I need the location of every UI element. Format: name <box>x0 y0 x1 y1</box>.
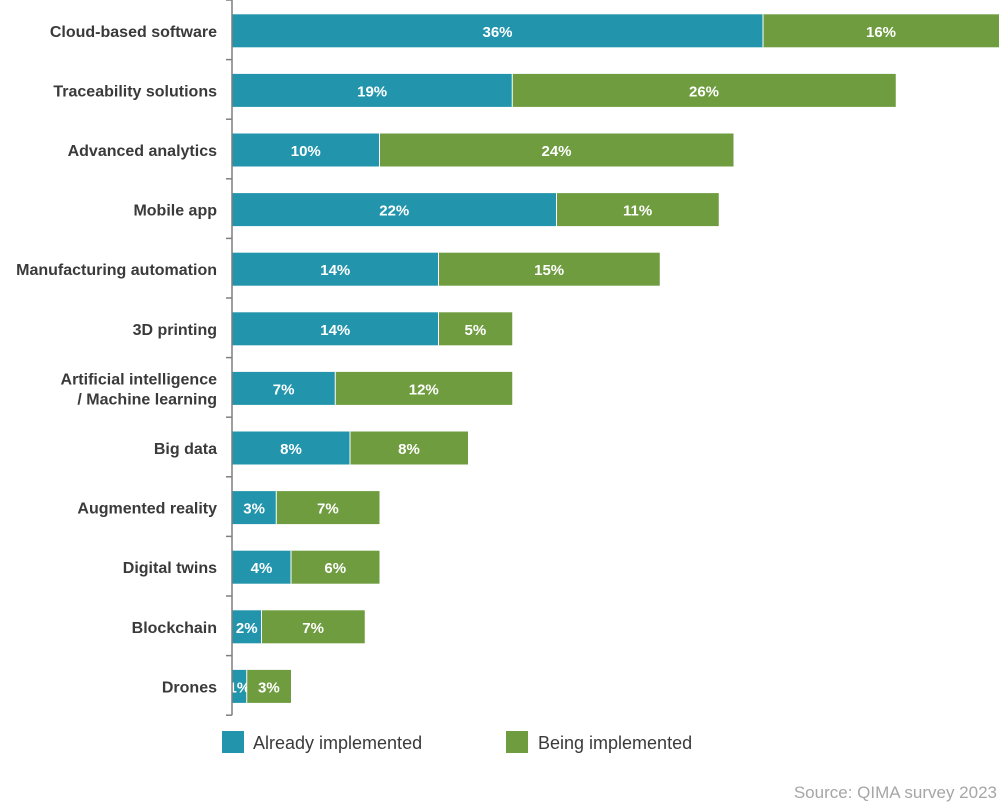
legend-label-being-implemented: Being implemented <box>538 733 692 753</box>
data-label-being-implemented-augmented-reality: 7% <box>317 501 339 518</box>
bar-already-implemented-manufacturing-automation <box>232 252 439 286</box>
legend-label-already-implemented: Already implemented <box>253 733 422 753</box>
category-label-advanced-analytics: Advanced analytics <box>68 143 218 160</box>
category-label-drones: Drones <box>162 679 217 696</box>
bar-being-implemented-mobile-app <box>556 193 719 227</box>
bar-already-implemented-cloud-based-software <box>232 14 763 48</box>
data-label-already-implemented-big-data: 8% <box>280 441 302 458</box>
category-label-digital-twins: Digital twins <box>123 560 217 577</box>
bar-being-implemented-traceability-solutions <box>512 73 896 107</box>
data-label-already-implemented-blockchain: 2% <box>236 620 258 637</box>
data-label-being-implemented-big-data: 8% <box>398 441 420 458</box>
bar-already-implemented-artificial-intelligence-machine-learning <box>232 371 336 405</box>
data-label-already-implemented-digital-twins: 4% <box>251 560 273 577</box>
category-label-manufacturing-automation: Manufacturing automation <box>16 262 217 279</box>
data-label-being-implemented-advanced-analytics: 24% <box>541 143 571 160</box>
bar-being-implemented-cloud-based-software <box>763 14 999 48</box>
data-label-already-implemented-advanced-analytics: 10% <box>291 143 321 160</box>
bar-being-implemented-drones <box>246 669 291 703</box>
data-label-being-implemented-3d-printing: 5% <box>465 322 487 339</box>
category-label-artificial-intelligence-machine-learning: Artificial intelligence / Machine learnin… <box>61 371 218 408</box>
bar-already-implemented-big-data <box>232 431 350 465</box>
bar-already-implemented-augmented-reality <box>232 491 277 525</box>
legend-swatch-being-implemented <box>506 731 528 753</box>
category-labels: Cloud-based software Traceability solutio… <box>16 24 217 697</box>
legend-swatch-already-implemented <box>222 731 244 753</box>
bar-already-implemented-drones <box>232 669 247 703</box>
data-label-being-implemented-digital-twins: 6% <box>324 560 346 577</box>
bar-already-implemented-traceability-solutions <box>232 73 513 107</box>
data-label-already-implemented-mobile-app: 22% <box>379 203 409 220</box>
data-label-already-implemented-3d-printing: 14% <box>320 322 350 339</box>
category-label-traceability-solutions: Traceability solutions <box>53 83 217 100</box>
category-label-blockchain: Blockchain <box>132 620 217 637</box>
bar-already-implemented-advanced-analytics <box>232 133 380 167</box>
bar-being-implemented-big-data <box>350 431 468 465</box>
bar-being-implemented-manufacturing-automation <box>438 252 660 286</box>
category-label-mobile-app: Mobile app <box>133 203 217 220</box>
data-label-already-implemented-drones: 1% <box>229 679 251 696</box>
bar-being-implemented-3d-printing <box>438 312 513 346</box>
category-label-3d-printing: 3D printing <box>133 322 217 339</box>
data-label-already-implemented-cloud-based-software: 36% <box>482 24 512 41</box>
legend: Already implemented Being implemented <box>222 731 692 753</box>
bar-already-implemented-blockchain <box>232 610 262 644</box>
data-label-being-implemented-manufacturing-automation: 15% <box>534 262 564 279</box>
bar-being-implemented-digital-twins <box>291 550 380 584</box>
data-label-being-implemented-cloud-based-software: 16% <box>866 24 896 41</box>
data-label-already-implemented-augmented-reality: 3% <box>243 501 265 518</box>
bars-layer: 36% 16% 19% 26% 10% 24% 22% 11% 14% 15% 14% 5% 7% 12%… <box>229 14 999 703</box>
category-axis <box>226 0 233 716</box>
category-label-augmented-reality: Augmented reality <box>77 501 217 518</box>
category-label-big-data: Big data <box>154 441 217 458</box>
category-label-cloud-based-software: Cloud-based software <box>50 24 217 41</box>
bar-already-implemented-3d-printing <box>232 312 439 346</box>
bar-already-implemented-digital-twins <box>232 550 291 584</box>
bar-being-implemented-blockchain <box>261 610 365 644</box>
data-label-being-implemented-artificial-intelligence-machine-learning: 12% <box>409 381 439 398</box>
data-label-being-implemented-mobile-app: 11% <box>623 203 652 220</box>
data-label-being-implemented-drones: 3% <box>258 679 280 696</box>
bar-being-implemented-augmented-reality <box>276 491 380 525</box>
bar-being-implemented-artificial-intelligence-machine-learning <box>335 371 513 405</box>
data-label-already-implemented-artificial-intelligence-machine-learning: 7% <box>273 381 295 398</box>
data-label-being-implemented-blockchain: 7% <box>302 620 324 637</box>
data-label-already-implemented-traceability-solutions: 19% <box>357 83 387 100</box>
source-note: Source: QIMA survey 2023 <box>794 783 997 802</box>
data-label-already-implemented-manufacturing-automation: 14% <box>320 262 350 279</box>
bar-being-implemented-advanced-analytics <box>379 133 734 167</box>
data-label-being-implemented-traceability-solutions: 26% <box>689 83 719 100</box>
bar-already-implemented-mobile-app <box>232 193 557 227</box>
